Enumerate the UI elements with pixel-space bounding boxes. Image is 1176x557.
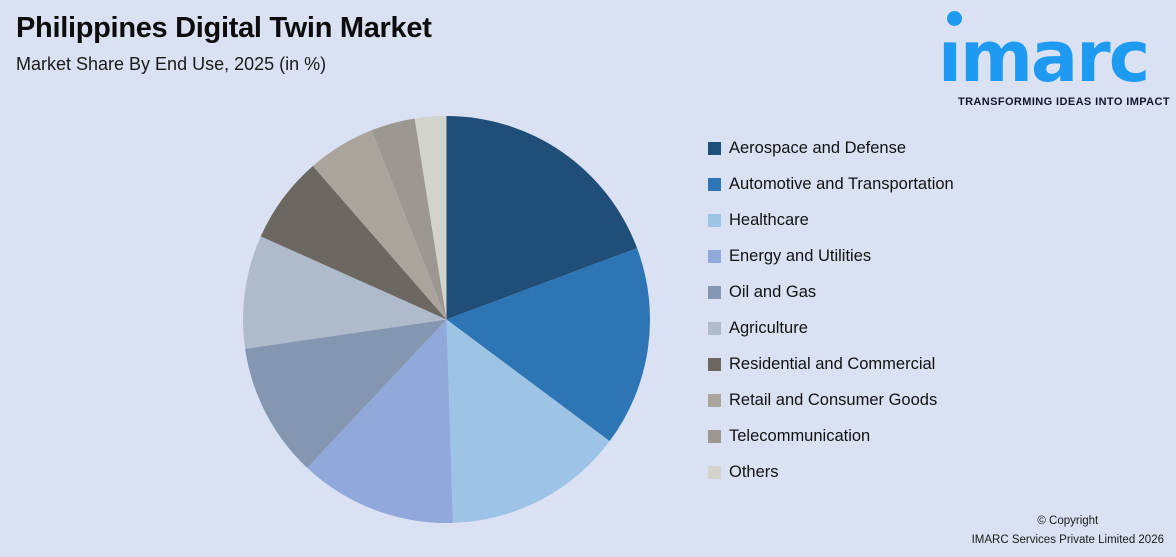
pie-slice-4 bbox=[245, 319, 447, 468]
pie-slice-5 bbox=[243, 236, 447, 349]
pie-slice-8 bbox=[371, 118, 447, 320]
legend-label: Automotive and Transportation bbox=[729, 174, 954, 193]
legend: Aerospace and Defense Automotive and Tran… bbox=[708, 130, 954, 490]
legend-swatch-icon bbox=[708, 285, 721, 299]
pie-slice-3 bbox=[307, 319, 453, 523]
legend-swatch-icon bbox=[708, 249, 721, 263]
legend-item-5: Agriculture bbox=[708, 310, 954, 346]
legend-item-2: Healthcare bbox=[708, 202, 954, 238]
chart-subtitle: Market Share By End Use, 2025 (in %) bbox=[16, 54, 327, 75]
legend-label: Oil and Gas bbox=[729, 282, 817, 301]
legend-item-7: Retail and Consumer Goods bbox=[708, 382, 954, 418]
pie-slice-0 bbox=[446, 116, 638, 320]
legend-label: Healthcare bbox=[729, 210, 809, 229]
legend-label: Others bbox=[729, 462, 779, 481]
legend-swatch-icon bbox=[708, 177, 721, 191]
legend-item-9: Others bbox=[708, 454, 954, 490]
legend-item-4: Oil and Gas bbox=[708, 274, 954, 310]
legend-swatch-icon bbox=[708, 357, 721, 371]
legend-item-8: Telecommunication bbox=[708, 418, 954, 454]
legend-swatch-icon bbox=[708, 141, 721, 155]
pie-slice-9 bbox=[414, 116, 447, 320]
logo-dot-icon bbox=[947, 11, 962, 26]
imarc-logo: ımarc TRANSFORMING IDEAS INTO IMPACT bbox=[938, 2, 1170, 108]
legend-item-6: Residential and Commercial bbox=[708, 346, 954, 382]
copyright-line1: © Copyright bbox=[1037, 515, 1099, 528]
legend-swatch-icon bbox=[708, 429, 721, 443]
legend-swatch-icon bbox=[708, 213, 721, 227]
pie-slice-6 bbox=[260, 166, 447, 320]
pie-slice-7 bbox=[312, 130, 447, 320]
legend-label: Agriculture bbox=[729, 318, 808, 337]
chart-header: Philippines Digital Twin Market Market S… bbox=[16, 12, 432, 75]
legend-label: Residential and Commercial bbox=[729, 354, 936, 373]
pie-chart bbox=[243, 116, 650, 523]
page-title: Philippines Digital Twin Market bbox=[16, 12, 432, 44]
legend-swatch-icon bbox=[708, 465, 721, 479]
legend-swatch-icon bbox=[708, 321, 721, 335]
pie-chart-container bbox=[243, 116, 650, 523]
pie-slice-1 bbox=[446, 248, 650, 442]
copyright-line2: IMARC Services Private Limited 2026 bbox=[971, 533, 1164, 546]
legend-item-0: Aerospace and Defense bbox=[708, 130, 954, 166]
copyright: © Copyright IMARC Services Private Limit… bbox=[972, 512, 1164, 549]
legend-label: Energy and Utilities bbox=[729, 246, 872, 265]
logo-tagline: TRANSFORMING IDEAS INTO IMPACT bbox=[957, 96, 1170, 108]
legend-label: Retail and Consumer Goods bbox=[729, 390, 938, 409]
pie-slice-2 bbox=[446, 319, 610, 523]
legend-label: Aerospace and Defense bbox=[729, 138, 907, 157]
logo-brand: ımarc bbox=[938, 16, 1150, 98]
legend-label: Telecommunication bbox=[729, 426, 871, 445]
legend-item-1: Automotive and Transportation bbox=[708, 166, 954, 202]
legend-item-3: Energy and Utilities bbox=[708, 238, 954, 274]
legend-swatch-icon bbox=[708, 393, 721, 407]
